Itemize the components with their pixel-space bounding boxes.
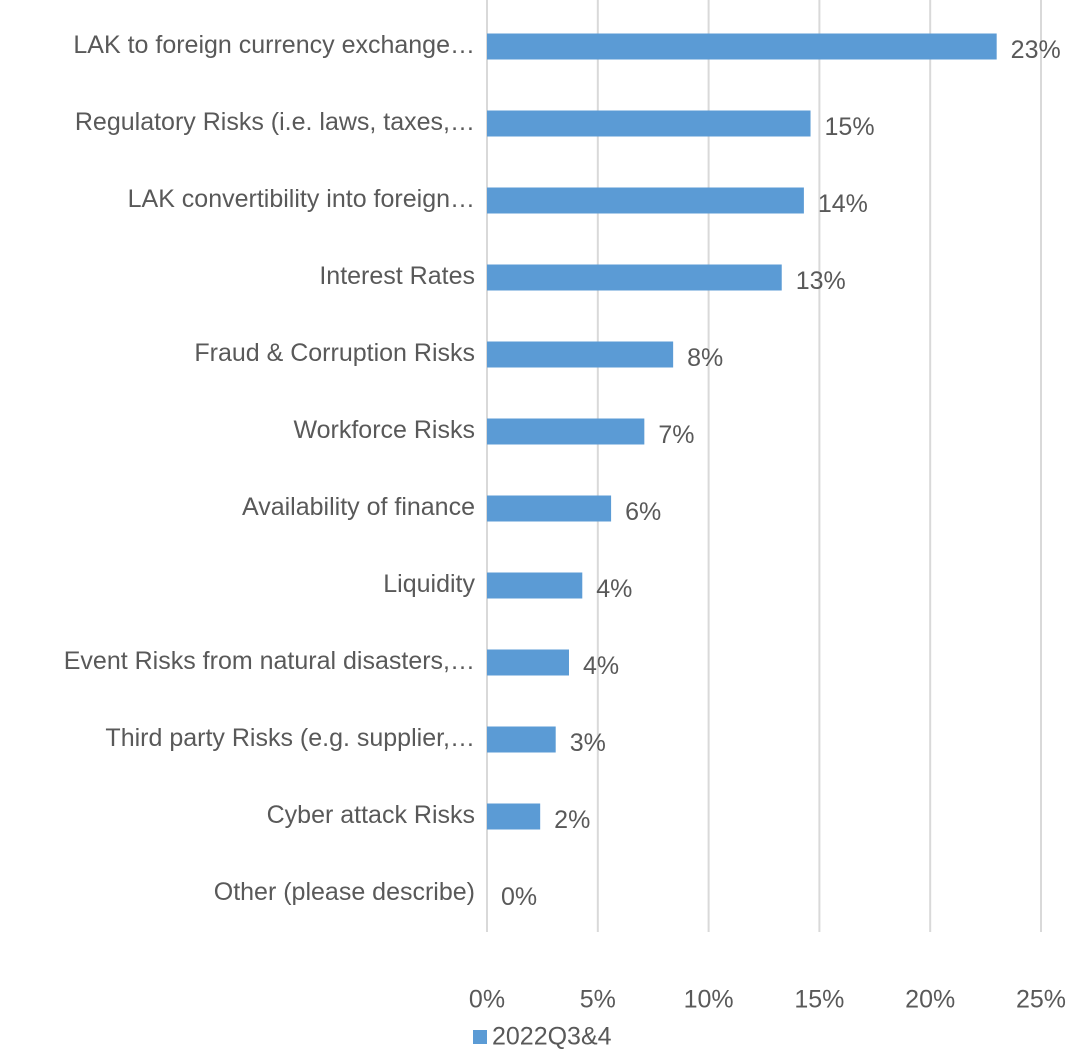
- x-tick-label: 5%: [580, 986, 616, 1014]
- y-tick-label: LAK to foreign currency exchange…: [73, 31, 475, 59]
- y-tick-label: Third party Risks (e.g. supplier,…: [105, 724, 475, 752]
- bar: [487, 264, 782, 291]
- y-tick-label: LAK convertibility into foreign…: [128, 185, 475, 213]
- y-tick-label: Regulatory Risks (i.e. laws, taxes,…: [75, 108, 475, 136]
- data-label: 6%: [625, 498, 661, 526]
- data-label: 13%: [796, 267, 846, 295]
- bar: [487, 418, 645, 445]
- data-label: 4%: [596, 575, 632, 603]
- bar: [487, 110, 811, 137]
- y-tick-label: Fraud & Corruption Risks: [194, 339, 475, 367]
- bar: [487, 572, 583, 599]
- data-label: 3%: [570, 729, 606, 757]
- data-label: 15%: [825, 113, 875, 141]
- data-label: 4%: [583, 652, 619, 680]
- legend-label: 2022Q3&4: [492, 1023, 612, 1050]
- data-label: 23%: [1011, 36, 1061, 64]
- bar: [487, 33, 997, 60]
- data-label: 2%: [554, 806, 590, 834]
- data-label: 8%: [687, 344, 723, 372]
- y-tick-label: Liquidity: [383, 570, 475, 598]
- bar: [487, 341, 674, 368]
- x-tick-label: 20%: [905, 986, 955, 1014]
- y-tick-label: Availability of finance: [242, 493, 475, 521]
- legend-swatch: [473, 1030, 487, 1044]
- y-tick-label: Interest Rates: [319, 262, 475, 290]
- bar: [487, 495, 612, 522]
- bar: [487, 726, 556, 753]
- x-tick-label: 0%: [469, 986, 505, 1014]
- bar: [487, 649, 569, 676]
- y-tick-label: Workforce Risks: [293, 416, 475, 444]
- x-tick-label: 15%: [794, 986, 844, 1014]
- y-tick-label: Other (please describe): [214, 878, 475, 906]
- bar: [487, 803, 541, 830]
- x-tick-label: 10%: [684, 986, 734, 1014]
- y-tick-label: Event Risks from natural disasters,…: [64, 647, 475, 675]
- data-label: 14%: [818, 190, 868, 218]
- bar: [487, 187, 804, 214]
- x-tick-label: 25%: [1016, 986, 1066, 1014]
- y-tick-label: Cyber attack Risks: [267, 801, 475, 829]
- data-label: 7%: [658, 421, 694, 449]
- data-label: 0%: [501, 883, 537, 911]
